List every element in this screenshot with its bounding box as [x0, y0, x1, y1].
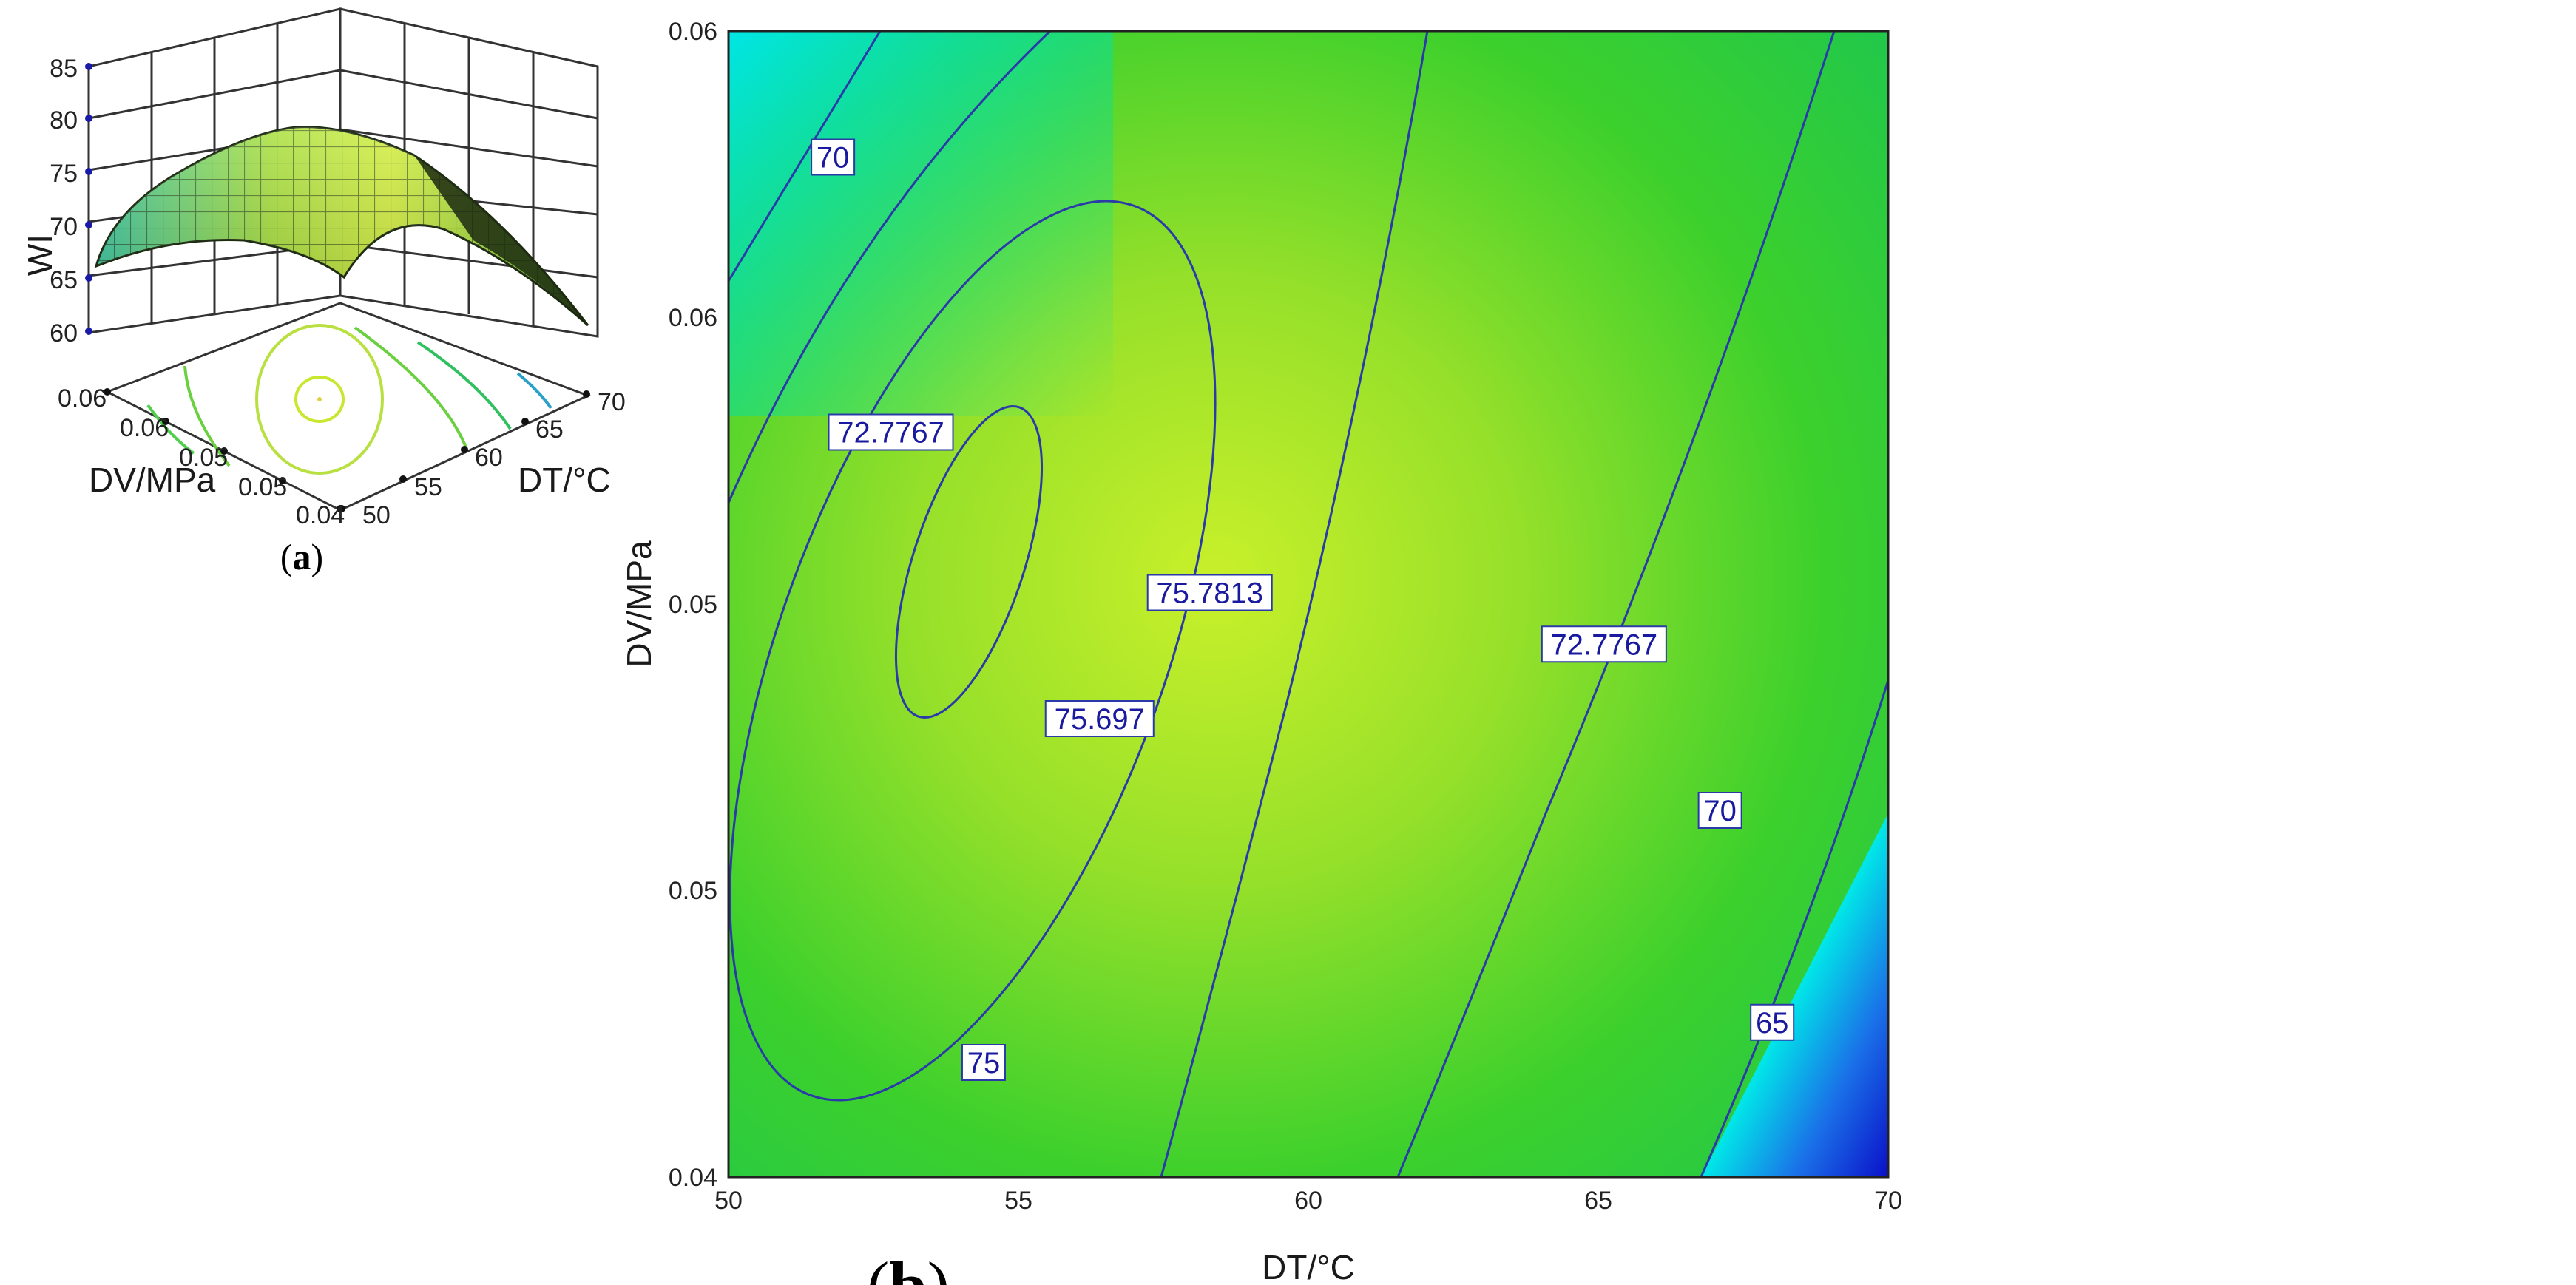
floor-contour-70-left — [146, 404, 195, 455]
contour-label: 72.7767 — [1551, 628, 1658, 661]
x-tick-label: 65 — [535, 416, 564, 444]
b-y-tick-label: 0.06 — [669, 304, 717, 332]
b-y-tick-label: 0.05 — [669, 877, 717, 905]
plot-frame — [727, 30, 1890, 1179]
b-y-tick-label: 0.05 — [669, 591, 717, 619]
b-x-tick-label: 60 — [1294, 1187, 1322, 1215]
floor-contour-75 — [255, 324, 384, 475]
contour-65 — [1700, 679, 1888, 1177]
z-tick-label: 75 — [50, 160, 78, 188]
y-tick-label: 0.04 — [296, 501, 345, 529]
contour-label: 75.7813 — [1156, 577, 1263, 610]
contour-labels: 70 72.7767 75.7813 75.697 72.7767 70 75 65 — [811, 138, 1795, 1081]
y-axis-title: DV/MPa — [89, 461, 216, 499]
contour-label-box — [961, 1044, 1006, 1081]
z-tick-label: 60 — [50, 319, 78, 347]
z-tick-label: 85 — [50, 55, 78, 83]
panel-b-label-wrap — [902, 1257, 976, 1258]
contour-label-box — [1044, 700, 1155, 737]
contour-70-right — [1396, 31, 1836, 1177]
contour-7277-left — [728, 31, 1052, 504]
panel-b-contour-plot: 70 72.7767 75.7813 75.697 72.7767 70 75 65 50 5… — [620, 18, 1902, 1285]
b-x-tick-label: 50 — [714, 1187, 743, 1215]
z-tick-label: 70 — [50, 213, 78, 241]
floor-contour-7277-left — [183, 365, 231, 467]
z-axis-tick-labels: 60 65 70 75 80 85 — [50, 55, 78, 347]
floor-contours — [146, 324, 552, 475]
b-y-tick-label: 0.06 — [669, 18, 717, 46]
floor-optimum-point — [317, 397, 322, 401]
contour-75697 — [894, 404, 1044, 719]
x-axis-tick-labels: 50 55 60 65 70 — [362, 388, 626, 529]
y-tick-label: 0.05 — [179, 444, 228, 472]
floor-plane — [104, 302, 591, 512]
x-tick-label: 55 — [414, 473, 442, 501]
contour-label: 65 — [1756, 1007, 1789, 1040]
y-tick-label: 0.06 — [58, 384, 107, 413]
z-tick-label: 80 — [50, 106, 78, 135]
contour-label-box — [828, 413, 954, 451]
floor-contour-75697 — [294, 376, 345, 423]
blue-corner-bottom-right — [1701, 813, 1888, 1177]
panel-a-surface-plot: 60 65 70 75 80 85 50 55 60 65 70 0.06 — [21, 7, 626, 577]
back-wall-grid — [87, 7, 599, 338]
y-axis-ticks — [104, 388, 344, 512]
b-x-tick-label: 70 — [1874, 1187, 1902, 1215]
b-x-tick-label: 65 — [1584, 1187, 1612, 1215]
y-tick-label: 0.06 — [120, 414, 169, 442]
z-axis-ticks — [85, 63, 92, 335]
contour-label: 72.7767 — [837, 417, 944, 450]
b-y-axis-tick-labels: 0.04 0.05 0.05 0.06 0.06 — [669, 18, 717, 1192]
contour-label-box — [811, 138, 856, 176]
floor-contour-65 — [516, 372, 552, 410]
response-surface — [94, 126, 589, 327]
x-tick-label: 70 — [598, 388, 626, 416]
x-tick-label: 60 — [475, 444, 503, 472]
b-y-axis-title: DV/MPa — [620, 540, 658, 668]
x-axis-title: DT/°C — [518, 461, 611, 499]
cyan-corner-top-left — [728, 31, 1113, 416]
contour-label-box — [1697, 792, 1742, 829]
b-x-tick-label: 55 — [1004, 1187, 1032, 1215]
contour-label-box — [1541, 625, 1667, 663]
contour-label-box — [1750, 1003, 1795, 1041]
panel-a-label: (a) — [280, 536, 323, 577]
y-axis-tick-labels: 0.06 0.06 0.05 0.05 0.04 — [58, 384, 345, 529]
y-tick-label: 0.05 — [238, 473, 287, 501]
b-y-tick-label: 0.04 — [669, 1164, 717, 1192]
contour-70-left — [728, 31, 882, 282]
floor-contour-7277-right — [354, 326, 467, 448]
contour-7277-right — [1160, 31, 1429, 1177]
z-tick-label: 65 — [50, 266, 78, 294]
z-axis-title: WI — [21, 234, 59, 276]
b-x-axis-title: DT/°C — [1262, 1248, 1355, 1285]
b-x-axis-tick-labels: 50 55 60 65 70 — [714, 1187, 1902, 1215]
contour-label: 75 — [967, 1047, 1001, 1079]
contour-label: 75.697 — [1055, 703, 1145, 736]
x-tick-label: 50 — [362, 501, 391, 529]
panel-b-label: (b) — [867, 1248, 950, 1285]
contour-label-box — [1146, 574, 1273, 611]
contour-label: 70 — [1703, 795, 1737, 827]
floor-contour-70-right — [416, 341, 512, 430]
contour-label: 70 — [817, 142, 850, 174]
